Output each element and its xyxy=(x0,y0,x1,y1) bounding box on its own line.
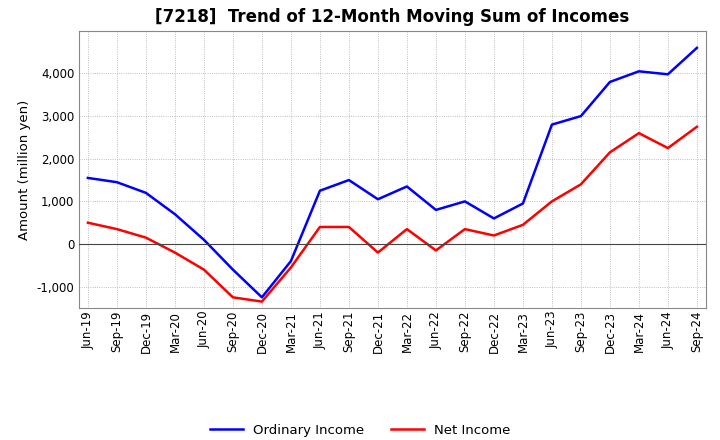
Ordinary Income xyxy=(142,190,150,195)
Ordinary Income xyxy=(345,177,354,183)
Net Income xyxy=(402,227,411,232)
Y-axis label: Amount (million yen): Amount (million yen) xyxy=(18,99,31,239)
Ordinary Income xyxy=(374,197,382,202)
Ordinary Income xyxy=(287,258,295,264)
Ordinary Income xyxy=(693,45,701,51)
Ordinary Income xyxy=(315,188,324,193)
Legend: Ordinary Income, Net Income: Ordinary Income, Net Income xyxy=(204,418,516,440)
Ordinary Income xyxy=(461,199,469,204)
Ordinary Income xyxy=(431,207,440,213)
Line: Ordinary Income: Ordinary Income xyxy=(88,48,697,297)
Ordinary Income xyxy=(664,72,672,77)
Net Income xyxy=(693,124,701,129)
Ordinary Income xyxy=(518,201,527,206)
Ordinary Income xyxy=(548,122,557,127)
Net Income xyxy=(345,224,354,230)
Net Income xyxy=(577,182,585,187)
Ordinary Income xyxy=(199,237,208,242)
Ordinary Income xyxy=(490,216,498,221)
Net Income xyxy=(518,222,527,227)
Net Income xyxy=(142,235,150,240)
Ordinary Income xyxy=(112,180,121,185)
Net Income xyxy=(490,233,498,238)
Net Income xyxy=(287,265,295,270)
Net Income xyxy=(112,227,121,232)
Net Income xyxy=(664,146,672,151)
Net Income xyxy=(634,131,643,136)
Ordinary Income xyxy=(606,79,614,84)
Title: [7218]  Trend of 12-Month Moving Sum of Incomes: [7218] Trend of 12-Month Moving Sum of I… xyxy=(156,8,629,26)
Net Income xyxy=(258,299,266,304)
Net Income xyxy=(431,248,440,253)
Ordinary Income xyxy=(171,212,179,217)
Ordinary Income xyxy=(402,184,411,189)
Net Income xyxy=(228,295,237,300)
Net Income xyxy=(199,267,208,272)
Net Income xyxy=(171,250,179,255)
Ordinary Income xyxy=(634,69,643,74)
Ordinary Income xyxy=(577,114,585,119)
Net Income xyxy=(84,220,92,225)
Net Income xyxy=(374,250,382,255)
Ordinary Income xyxy=(258,295,266,300)
Net Income xyxy=(461,227,469,232)
Net Income xyxy=(315,224,324,230)
Net Income xyxy=(606,150,614,155)
Ordinary Income xyxy=(84,175,92,180)
Net Income xyxy=(548,199,557,204)
Ordinary Income xyxy=(228,267,237,272)
Line: Net Income: Net Income xyxy=(88,127,697,301)
